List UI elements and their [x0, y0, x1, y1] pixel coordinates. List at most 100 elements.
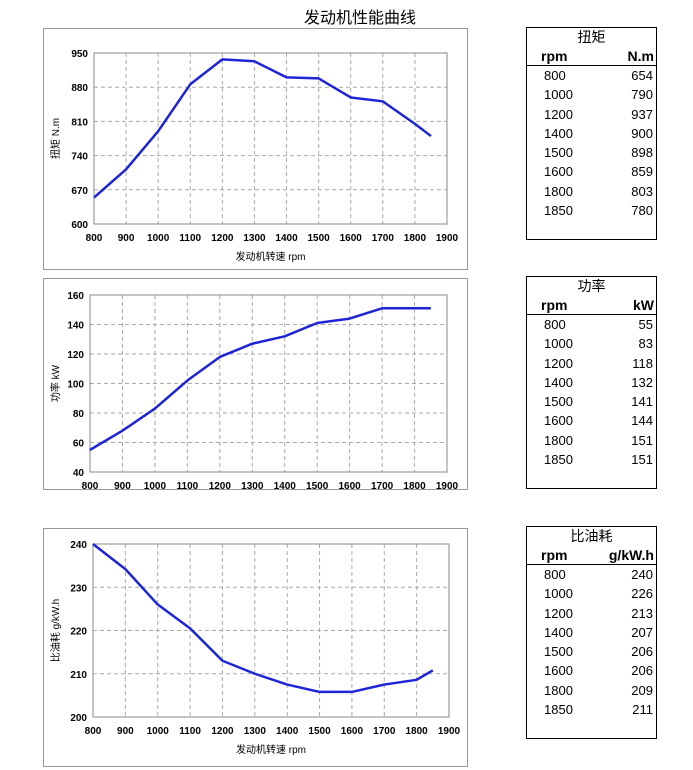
- cell-value: 206: [631, 661, 653, 680]
- x-tick-label: 1900: [436, 481, 459, 489]
- y-tick-label: 40: [73, 468, 85, 479]
- x-tick-label: 900: [117, 726, 134, 737]
- cell-value: 151: [631, 431, 653, 450]
- x-tick-label: 1700: [371, 481, 394, 489]
- cell-rpm: 1400: [544, 124, 573, 143]
- y-tick-label: 670: [71, 186, 88, 197]
- y-axis-label: 比油耗 g/kW.h: [49, 599, 62, 662]
- cell-rpm: 1200: [544, 105, 573, 124]
- y-axis-label: 扭矩 N.m: [49, 118, 62, 159]
- y-tick-label: 810: [71, 117, 88, 128]
- cell-rpm: 1800: [544, 431, 573, 450]
- y-tick-label: 60: [73, 439, 85, 450]
- x-tick-label: 1000: [144, 481, 167, 489]
- cell-rpm: 800: [544, 66, 566, 85]
- x-tick-label: 1200: [209, 481, 232, 489]
- cell-rpm: 800: [544, 315, 566, 334]
- x-tick-label: 1700: [372, 233, 395, 244]
- cell-rpm: 1800: [544, 681, 573, 700]
- x-tick-label: 900: [118, 233, 135, 244]
- x-tick-label: 1500: [306, 481, 329, 489]
- cell-value: 898: [631, 143, 653, 162]
- x-tick-label: 1100: [179, 726, 201, 737]
- cell-rpm: 800: [544, 565, 566, 584]
- x-tick-label: 1300: [243, 233, 266, 244]
- x-tick-label: 1100: [177, 481, 199, 489]
- cell-rpm: 1600: [544, 411, 573, 430]
- cell-rpm: 1500: [544, 642, 573, 661]
- table-row: 800 55: [527, 315, 656, 334]
- cell-rpm: 1200: [544, 604, 573, 623]
- cell-rpm: 1800: [544, 182, 573, 201]
- y-tick-label: 600: [71, 220, 88, 231]
- x-tick-label: 800: [82, 481, 99, 489]
- y-tick-label: 220: [70, 627, 87, 638]
- y-tick-label: 80: [73, 409, 85, 420]
- x-tick-label: 1900: [438, 726, 461, 737]
- x-tick-label: 1300: [241, 481, 264, 489]
- cell-rpm: 1600: [544, 162, 573, 181]
- header-rpm: rpm: [541, 296, 567, 314]
- cell-value: 790: [631, 85, 653, 104]
- x-tick-label: 1600: [340, 233, 363, 244]
- x-axis-label: 发动机转速 rpm: [236, 250, 306, 263]
- cell-value: 132: [631, 373, 653, 392]
- x-tick-label: 1000: [147, 726, 170, 737]
- header-rpm: rpm: [541, 47, 567, 65]
- cell-value: 209: [631, 681, 653, 700]
- cell-value: 803: [631, 182, 653, 201]
- cell-value: 937: [631, 105, 653, 124]
- cell-value: 240: [631, 565, 653, 584]
- cell-rpm: 1400: [544, 373, 573, 392]
- y-tick-label: 120: [67, 350, 84, 361]
- y-tick-label: 740: [71, 152, 88, 163]
- y-tick-label: 160: [67, 291, 84, 302]
- cell-rpm: 1000: [544, 334, 573, 353]
- cell-rpm: 1850: [544, 450, 573, 469]
- table-row: 1800 209: [527, 681, 656, 700]
- x-axis-label: 发动机转速 rpm: [236, 743, 306, 756]
- table-row: 1850 151: [527, 450, 656, 469]
- x-tick-label: 1500: [308, 233, 331, 244]
- series-line: [93, 544, 433, 692]
- cell-value: 151: [631, 450, 653, 469]
- x-tick-label: 1400: [274, 481, 297, 489]
- x-tick-label: 1800: [403, 481, 426, 489]
- x-tick-label: 1600: [341, 726, 364, 737]
- x-tick-label: 1600: [339, 481, 362, 489]
- header-unit: g/kW.h: [609, 546, 654, 564]
- table-title: 扭矩: [527, 28, 656, 47]
- cell-value: 55: [639, 315, 653, 334]
- x-tick-label: 1700: [373, 726, 396, 737]
- table-row: 1400 132: [527, 373, 656, 392]
- y-tick-label: 140: [67, 321, 84, 332]
- page-title: 发动机性能曲线: [0, 4, 693, 28]
- table-row: 1800 151: [527, 431, 656, 450]
- y-tick-label: 950: [71, 49, 88, 60]
- cell-value: 83: [639, 334, 653, 353]
- series-line: [94, 59, 431, 197]
- y-tick-label: 100: [67, 380, 84, 391]
- table-title: 比油耗: [527, 527, 656, 546]
- table-row: 1000 83: [527, 334, 656, 353]
- cell-rpm: 1850: [544, 201, 573, 220]
